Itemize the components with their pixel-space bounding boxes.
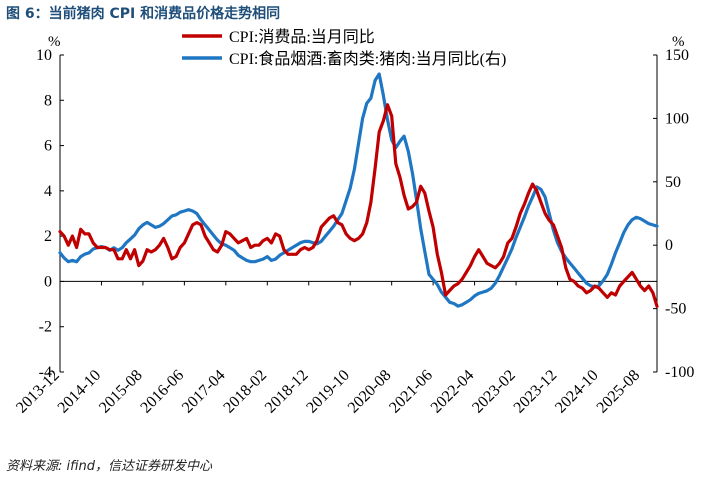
left-tick-label: 2 bbox=[44, 228, 52, 245]
x-tick-label: 2015-08 bbox=[96, 367, 146, 417]
left-tick-label: 4 bbox=[44, 183, 52, 200]
axes bbox=[59, 55, 658, 372]
x-tick-label: 2021-06 bbox=[386, 367, 436, 417]
left-tick-label: 0 bbox=[44, 273, 52, 290]
right-tick-label: 100 bbox=[665, 110, 689, 127]
left-tick-label: 10 bbox=[36, 47, 52, 64]
left-tick-label: -4 bbox=[39, 364, 52, 381]
figure-title: 图 6：当前猪肉 CPI 和消费品价格走势相同 bbox=[6, 6, 281, 22]
right-tick-label: 150 bbox=[665, 47, 689, 64]
x-tick-label: 2023-12 bbox=[511, 367, 561, 417]
x-axis-ticks: 2013-122014-102015-082016-062017-042018-… bbox=[13, 281, 644, 417]
left-tick-label: -2 bbox=[39, 319, 52, 336]
right-tick-label: -50 bbox=[665, 301, 686, 318]
x-tick-label: 2024-10 bbox=[552, 367, 602, 417]
right-tick-label: 0 bbox=[665, 237, 673, 254]
x-tick-label: 2023-02 bbox=[469, 367, 519, 417]
legend-label-pork: CPI:食品烟酒:畜肉类:猪肉:当月同比(右) bbox=[229, 50, 506, 68]
right-axis-unit-label: % bbox=[672, 34, 685, 50]
x-tick-label: 2022-04 bbox=[428, 367, 478, 417]
right-tick-label: -100 bbox=[665, 364, 694, 381]
right-tick-label: 50 bbox=[665, 174, 681, 191]
left-axis-unit-label: % bbox=[48, 34, 61, 50]
x-tick-label: 2025-08 bbox=[594, 367, 644, 417]
x-tick-label: 2018-02 bbox=[220, 367, 270, 417]
left-axis-ticks: 10 8 6 4 2 0 -2 -4 bbox=[36, 47, 64, 381]
right-axis-ticks: 150 100 50 0 -50 -100 bbox=[653, 47, 694, 381]
x-tick-label: 2016-06 bbox=[137, 367, 187, 417]
legend-label-consumer-goods: CPI:消费品:当月同比 bbox=[229, 28, 375, 46]
legend: CPI:消费品:当月同比 CPI:食品烟酒:畜肉类:猪肉:当月同比(右) bbox=[182, 28, 506, 68]
x-tick-label: 2020-08 bbox=[345, 367, 395, 417]
left-tick-label: 8 bbox=[44, 92, 52, 109]
series-line-consumer-goods bbox=[58, 103, 659, 308]
x-tick-label: 2017-04 bbox=[179, 367, 229, 417]
source-note: 资料来源: ifind，信达证券研发中心 bbox=[6, 459, 213, 474]
left-tick-label: 6 bbox=[44, 138, 52, 155]
x-tick-label: 2014-10 bbox=[55, 367, 105, 417]
x-tick-label: 2019-10 bbox=[303, 367, 353, 417]
series-line-pork bbox=[58, 72, 659, 308]
x-tick-label: 2018-12 bbox=[262, 367, 312, 417]
series-layer bbox=[58, 72, 659, 308]
